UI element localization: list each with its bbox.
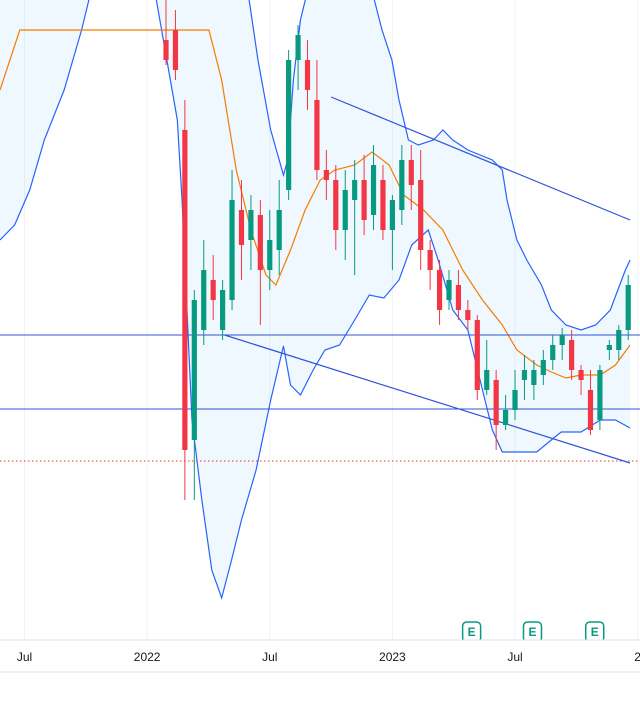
candle-body (267, 240, 273, 270)
candle-body (474, 320, 480, 390)
candle-body (238, 210, 245, 245)
candle-body (361, 180, 367, 220)
candle-body (418, 180, 424, 250)
grid-layer (24, 0, 639, 640)
candle-body (597, 370, 603, 420)
candle-body (616, 330, 622, 350)
candle-body (229, 200, 235, 300)
candle-body (427, 250, 433, 270)
candle-body (493, 380, 499, 425)
candle-body (559, 335, 565, 345)
candle-body (550, 345, 556, 360)
x-tick-label: Jul (262, 650, 277, 664)
candle-body (333, 180, 339, 230)
indicator-line (0, 0, 631, 601)
candle-body (399, 160, 405, 210)
candle-body (512, 390, 518, 410)
candle-body (370, 165, 377, 215)
x-axis: Jul 2022 Jul 2023 Jul 2 (17, 650, 640, 664)
earnings-marker (461, 621, 482, 640)
candle-body (540, 360, 546, 375)
candle-body (484, 370, 490, 390)
candle-body (502, 410, 509, 425)
candle-body (201, 270, 207, 330)
candle-body (389, 200, 395, 230)
candle-body (295, 35, 301, 60)
earnings-label: E (591, 625, 599, 639)
x-tick-label: 2023 (379, 650, 406, 664)
candle-body (606, 345, 612, 350)
candle-body (210, 280, 216, 300)
candle-body (569, 340, 575, 370)
earnings-marker (522, 621, 543, 640)
candle-body (625, 285, 631, 330)
candle-body (587, 390, 594, 430)
candle-body (342, 190, 348, 230)
x-tick-label: 2 (634, 650, 640, 664)
candle-body (352, 180, 358, 200)
x-tick-label: 2022 (134, 650, 161, 664)
candle-body (323, 170, 329, 180)
x-tick-label: Jul (17, 650, 32, 664)
indicator-line (0, 29, 631, 379)
candle-body (220, 290, 226, 330)
candle-body (276, 210, 282, 250)
candle-body (257, 215, 263, 270)
candle-body (380, 180, 386, 230)
candle-body (248, 210, 254, 240)
candle-body (578, 370, 584, 380)
trend-line (330, 96, 631, 221)
candle-body (436, 270, 443, 310)
earnings-label: E (528, 625, 536, 639)
candle-body (531, 370, 537, 385)
trend-line (224, 334, 631, 464)
earnings-marker (584, 621, 605, 640)
candle-body (182, 130, 188, 450)
candle-body (521, 370, 528, 380)
x-tick-label: Jul (507, 650, 522, 664)
candle-body (314, 100, 320, 170)
candle-body (172, 30, 179, 70)
candle-body (163, 40, 169, 60)
candle-body (446, 280, 452, 300)
candle-body (408, 160, 414, 185)
candle-body (304, 60, 311, 90)
candle-body (191, 300, 197, 440)
candle-body (465, 310, 471, 320)
band-fill (0, 0, 631, 598)
candle-body (286, 60, 292, 190)
earnings-label: E (468, 625, 476, 639)
candle-body (455, 285, 462, 310)
